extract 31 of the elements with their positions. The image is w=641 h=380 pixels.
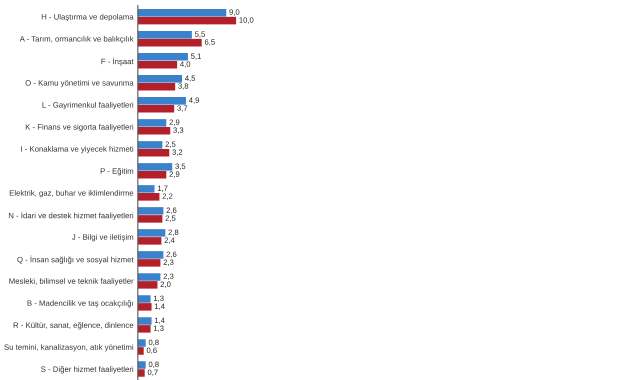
bar	[138, 317, 152, 325]
bar	[138, 141, 162, 149]
bar	[138, 303, 152, 311]
bar	[138, 16, 236, 24]
bar	[138, 104, 174, 113]
bar	[138, 295, 151, 303]
bar	[138, 126, 170, 135]
bar	[138, 273, 160, 281]
bar	[138, 97, 186, 105]
bar	[138, 163, 172, 171]
bar	[138, 8, 226, 17]
bar	[138, 119, 166, 127]
bar	[138, 325, 151, 333]
bar	[138, 185, 155, 193]
bar	[138, 82, 176, 90]
bar	[138, 53, 188, 61]
bar	[138, 207, 164, 215]
bar	[138, 237, 162, 245]
bar	[138, 171, 166, 179]
bar	[138, 193, 160, 201]
bar	[138, 281, 158, 289]
bar	[138, 251, 164, 259]
bar	[138, 38, 202, 46]
bar	[138, 215, 162, 223]
bar	[138, 75, 182, 83]
bar	[138, 31, 192, 39]
bar	[138, 339, 146, 347]
bar	[138, 60, 178, 68]
bar	[138, 149, 170, 157]
bar	[138, 259, 160, 267]
bar	[138, 229, 166, 237]
